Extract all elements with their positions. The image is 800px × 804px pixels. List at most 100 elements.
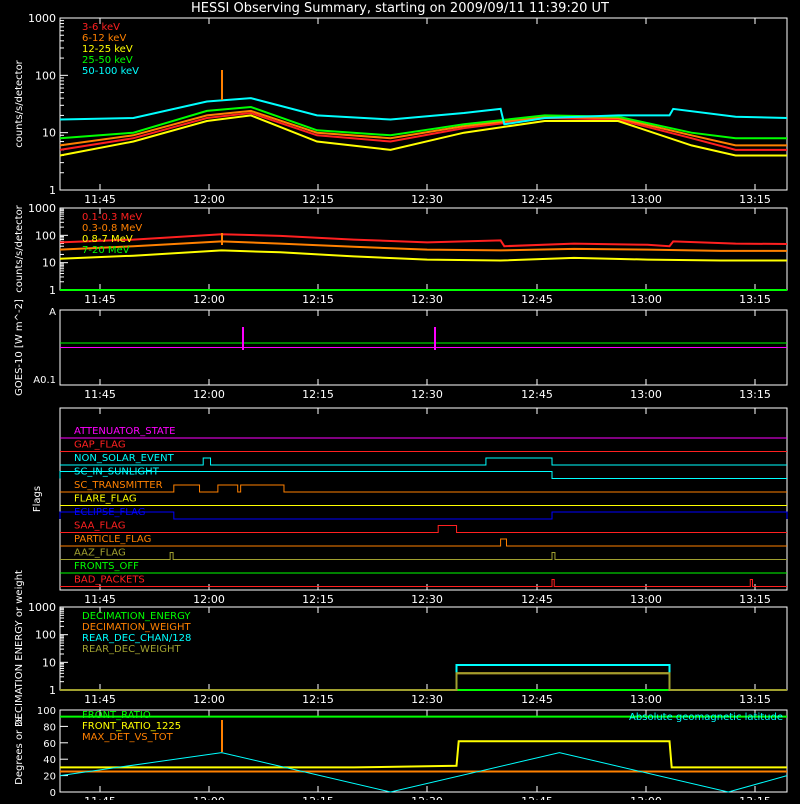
series-line-0-3-0-8-MeV xyxy=(59,240,787,252)
legend-entry: 0.1-0.3 MeV xyxy=(82,212,142,223)
flag-label: SAA_FLAG xyxy=(74,521,125,532)
series-line-0-1-0-3-MeV xyxy=(59,233,788,248)
y-tick-label: A0.1 xyxy=(33,375,56,386)
time-tick-label: 11:45 xyxy=(84,293,116,306)
time-tick-label: 12:15 xyxy=(302,593,334,606)
series-line-DECIMATION-WEIGHT xyxy=(60,672,787,691)
y-tick-label: 20 xyxy=(43,772,56,783)
flag-label: BAD_PACKETS xyxy=(74,575,145,586)
flag-line-PARTICLE_FLAG xyxy=(60,538,787,547)
time-tick-label: 11:45 xyxy=(84,795,116,800)
y-tick-label: A xyxy=(49,307,56,318)
time-tick-label: 11:45 xyxy=(84,193,116,206)
series-line-geomagnetic-latitude xyxy=(59,752,788,793)
time-tick-label: 12:30 xyxy=(411,293,443,306)
y-tick-label: 1000 xyxy=(28,12,56,25)
y-tick-label: 1 xyxy=(49,684,56,697)
flag-line-ECLIPSE_FLAG xyxy=(59,511,788,520)
legend-entry: 6-12 keV xyxy=(82,33,126,44)
series-line-25-50-keV xyxy=(59,105,787,140)
annotation-text: Absolute geomagnetic latitude xyxy=(629,712,783,723)
y-axis-label: Degrees or % xyxy=(14,717,25,785)
legend-entry: FRONT_RATIO_1225 xyxy=(82,721,181,732)
time-tick-label: 12:45 xyxy=(521,388,553,401)
legend-entry: DECIMATION_WEIGHT xyxy=(82,622,191,633)
time-tick-label: 13:15 xyxy=(739,193,771,206)
y-axis-label: Flags xyxy=(32,486,43,512)
legend-entry: FRONT_RATIO xyxy=(82,710,151,721)
series-line-FRONT-RATIO-1225 xyxy=(60,740,787,769)
y-tick-label: 0 xyxy=(50,788,56,799)
flag-label: FRONTS_OFF xyxy=(74,561,139,572)
y-axis-label: counts/s/detector xyxy=(14,59,25,147)
y-axis-label: GOES-10 [W m^-2] xyxy=(14,299,25,396)
flag-line-SC_TRANSMITTER xyxy=(60,484,787,493)
time-tick-label: 13:00 xyxy=(630,388,662,401)
legend-entry: 50-100 keV xyxy=(82,66,139,77)
time-tick-label: 12:30 xyxy=(411,795,443,800)
panel-frame-4 xyxy=(59,407,788,591)
legend-entry: 3-6 keV xyxy=(82,22,120,33)
series-line-6-12-keV xyxy=(59,109,787,147)
series-line-REAR-DEC-WEIGHT xyxy=(60,672,787,691)
flag-line-AAZ_FLAG xyxy=(60,552,787,560)
y-tick-label: 1 xyxy=(49,284,56,297)
time-tick-label: 12:15 xyxy=(302,693,334,706)
y-tick-label: 80 xyxy=(43,722,56,733)
flag-label: GAP_FLAG xyxy=(74,440,126,451)
panel-frame-6 xyxy=(59,709,788,793)
legend-entry: 12-25 keV xyxy=(82,44,133,55)
time-tick-label: 12:15 xyxy=(302,388,334,401)
time-tick-label: 12:00 xyxy=(193,388,225,401)
time-tick-label: 13:00 xyxy=(630,795,662,800)
time-tick-label: 12:45 xyxy=(521,693,553,706)
flag-line-NON_SOLAR_EVENT xyxy=(60,457,787,466)
flag-label: FLARE_FLAG xyxy=(74,494,137,505)
time-tick-label: 12:30 xyxy=(411,693,443,706)
time-tick-label: 12:00 xyxy=(193,795,225,800)
flag-line-SC_IN_SUNLIGHT xyxy=(59,471,787,479)
time-tick-label: 13:15 xyxy=(739,293,771,306)
time-tick-label: 12:45 xyxy=(521,293,553,306)
time-tick-label: 12:15 xyxy=(302,193,334,206)
time-tick-label: 12:15 xyxy=(302,293,334,306)
flag-label: NON_SOLAR_EVENT xyxy=(74,453,175,464)
legend-entry: REAR_DEC_CHAN/128 xyxy=(82,633,191,644)
legend-entry: MAX_DET_VS_TOT xyxy=(82,732,174,743)
time-tick-label: 12:00 xyxy=(193,693,225,706)
time-tick-label: 12:45 xyxy=(521,795,553,800)
time-tick-label: 11:45 xyxy=(84,593,116,606)
y-tick-label: 60 xyxy=(43,739,56,750)
time-tick-label: 12:15 xyxy=(302,795,334,800)
y-tick-label: 10 xyxy=(42,257,56,270)
y-axis-label: DECIMATION ENERGY or weight xyxy=(14,570,25,727)
series-line-3-6-keV xyxy=(59,111,787,151)
y-axis-label: counts/s/detector xyxy=(14,204,25,292)
series-line-50-100-keV xyxy=(59,97,788,126)
time-tick-label: 13:00 xyxy=(630,293,662,306)
legend-entry: 25-50 keV xyxy=(82,55,133,66)
legend-entry: 0.3-0.8 MeV xyxy=(82,223,142,234)
legend-entry: 0.8-7 MeV xyxy=(82,234,133,245)
time-tick-label: 11:45 xyxy=(84,693,116,706)
y-tick-label: 40 xyxy=(43,755,56,766)
legend-entry: DECIMATION_ENERGY xyxy=(82,611,191,622)
time-tick-label: 12:30 xyxy=(411,388,443,401)
time-tick-label: 13:15 xyxy=(739,593,771,606)
y-tick-label: 100 xyxy=(35,229,56,242)
y-tick-label: 100 xyxy=(35,69,56,82)
time-tick-label: 13:15 xyxy=(739,795,771,800)
time-tick-label: 12:00 xyxy=(193,293,225,306)
legend-entry: REAR_DEC_WEIGHT xyxy=(82,644,181,655)
flag-label: PARTICLE_FLAG xyxy=(74,534,151,545)
time-tick-label: 12:00 xyxy=(193,193,225,206)
time-tick-label: 13:00 xyxy=(630,193,662,206)
series-line-12-25-keV xyxy=(59,114,787,157)
time-tick-label: 13:15 xyxy=(739,693,771,706)
panel-frame-1 xyxy=(59,17,788,191)
series-line-REAR-DEC-CHAN-128 xyxy=(60,664,787,691)
series-line-0-8-7-MeV xyxy=(59,249,787,262)
flag-line-SAA_FLAG xyxy=(60,525,787,533)
legend-entry: 7-20 MeV xyxy=(82,245,130,256)
